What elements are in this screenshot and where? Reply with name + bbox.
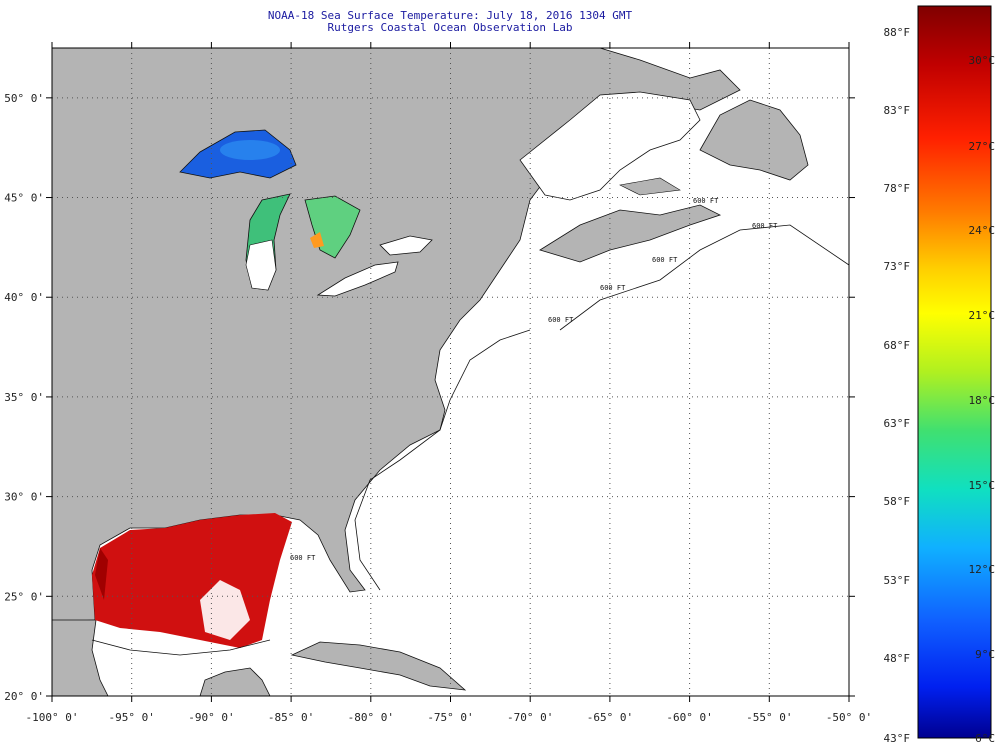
map-layers [52, 48, 849, 696]
lat-tick-label: 20° 0' [4, 690, 44, 703]
latitude-axis: 20° 0' 25° 0' 30° 0' 35° 0' 40° 0' 45° 0' 50° … [4, 92, 855, 703]
land-yucatan [199, 667, 271, 696]
land-cuba [290, 641, 467, 691]
scale-fahrenheit-label: 73°F [884, 260, 911, 273]
land-newfoundland [699, 99, 809, 181]
lon-tick-label: -50° 0' [826, 711, 872, 724]
lake-michigan-south [245, 239, 277, 291]
gulf-sst-edge [95, 548, 108, 600]
lake-superior-shade [220, 140, 280, 160]
scale-celsius-label: 9°C [975, 648, 995, 661]
lon-tick-label: -100° 0' [26, 711, 79, 724]
lat-tick-label: 50° 0' [4, 92, 44, 105]
scale-fahrenheit-label: 43°F [884, 732, 911, 745]
gulf-st-lawrence [519, 91, 701, 201]
scale-fahrenheit-label: 83°F [884, 104, 911, 117]
longitude-axis: -100° 0' -95° 0' -90° 0' -85° 0' -80° 0' -75°… [26, 42, 872, 724]
scale-celsius-label: 6°C [975, 732, 995, 745]
lake-ontario [379, 235, 433, 256]
scale-celsius-label: 24°C [969, 224, 996, 237]
scale-fahrenheit-label: 48°F [884, 652, 911, 665]
map-title-block: NOAA-18 Sea Surface Temperature: July 18… [180, 10, 720, 34]
scale-celsius-label: 12°C [969, 563, 996, 576]
contour-labels: 600 FT 600 FT 600 FT 600 FT 600 FT 600 FT [290, 197, 778, 562]
lat-tick-label: 25° 0' [4, 590, 44, 603]
scale-fahrenheit-label: 88°F [884, 26, 911, 39]
land-maritimes [539, 204, 722, 263]
lat-tick-label: 40° 0' [4, 291, 44, 304]
lon-tick-label: -90° 0' [188, 711, 234, 724]
contour-label: 600 FT [693, 197, 719, 205]
contour-label: 600 FT [752, 222, 778, 230]
lat-tick-label: 35° 0' [4, 391, 44, 404]
scale-fahrenheit-label: 53°F [884, 574, 911, 587]
lon-tick-label: -60° 0' [666, 711, 712, 724]
scale-fahrenheit-labels: 88°F 83°F 78°F 73°F 68°F 63°F 58°F 53°F 48°F 43°F [884, 26, 911, 745]
lat-tick-label: 30° 0' [4, 491, 44, 504]
lon-tick-label: -75° 0' [427, 711, 473, 724]
color-scale-bar [917, 5, 992, 739]
lon-tick-label: -80° 0' [348, 711, 394, 724]
lon-tick-label: -55° 0' [746, 711, 792, 724]
contour-label: 600 FT [548, 316, 574, 324]
map-subtitle: Rutgers Coastal Ocean Observation Lab [327, 21, 573, 34]
lon-tick-label: -65° 0' [587, 711, 633, 724]
map-title: NOAA-18 Sea Surface Temperature: July 18… [267, 9, 633, 22]
scale-celsius-label: 15°C [969, 479, 996, 492]
scale-celsius-label: 27°C [969, 140, 996, 153]
scale-celsius-label: 18°C [969, 394, 996, 407]
lat-tick-label: 45° 0' [4, 192, 44, 205]
graticule [52, 48, 849, 696]
lake-erie [316, 261, 399, 297]
contour-label: 600 FT [290, 554, 316, 562]
land-pei [619, 177, 681, 196]
gulf-sst-gap [200, 580, 250, 640]
lon-tick-label: -70° 0' [507, 711, 553, 724]
scale-celsius-label: 21°C [969, 309, 996, 322]
scale-fahrenheit-label: 63°F [884, 417, 911, 430]
scale-fahrenheit-label: 78°F [884, 182, 911, 195]
scale-fahrenheit-label: 68°F [884, 339, 911, 352]
lon-tick-label: -95° 0' [109, 711, 155, 724]
contour-label: 600 FT [652, 256, 678, 264]
scale-fahrenheit-label: 58°F [884, 495, 911, 508]
lake-huron-warm [310, 232, 324, 248]
scale-celsius-label: 30°C [969, 54, 996, 67]
scale-celsius-labels: 30°C 27°C 24°C 21°C 18°C 15°C 12°C 9°C 6°C [969, 54, 996, 745]
lon-tick-label: -85° 0' [268, 711, 314, 724]
shelf-contour [91, 224, 849, 656]
contour-label: 600 FT [600, 284, 626, 292]
